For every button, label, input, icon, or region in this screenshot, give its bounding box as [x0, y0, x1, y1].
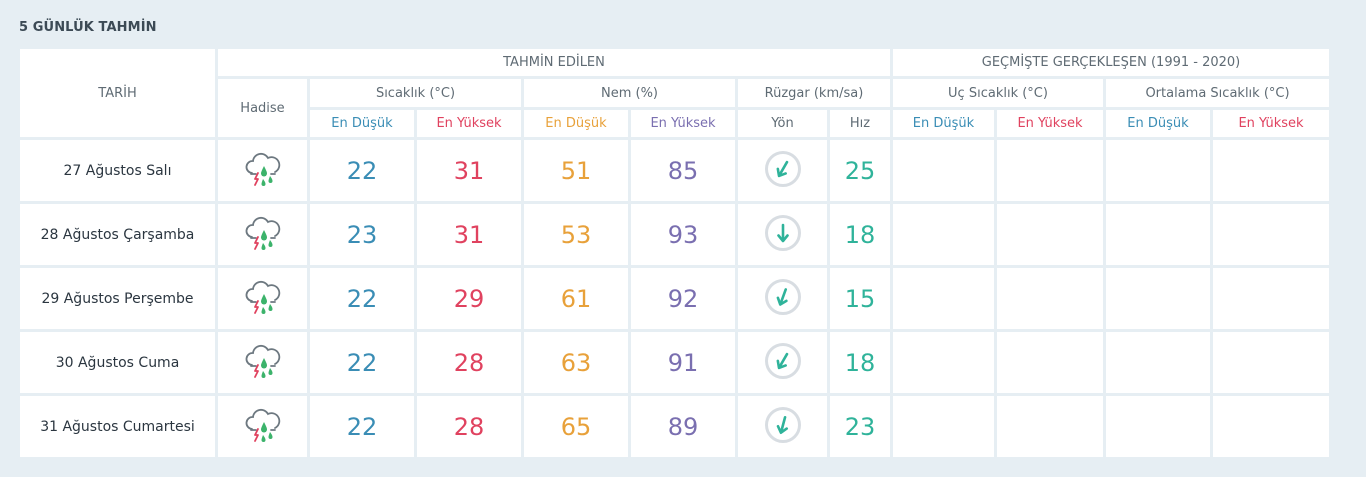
row-extreme-low — [893, 140, 994, 201]
subheader-wind-direction: Yön — [738, 110, 827, 137]
row-extreme-low — [893, 268, 994, 329]
header-wind: Rüzgar (km/sa) — [738, 79, 890, 107]
wind-direction-icon — [764, 278, 801, 315]
row-temp-low: 22 — [310, 140, 414, 201]
forecast-table: TARİH TAHMİN EDİLEN GEÇMİŞTE GERÇEKLEŞEN… — [17, 46, 1332, 460]
row-temp-high: 28 — [417, 396, 521, 457]
subheader-humidity-low: En Düşük — [524, 110, 628, 137]
table-row: 27 Ağustos Salı 22 31 51 85 — [20, 140, 1329, 201]
header-humidity: Nem (%) — [524, 79, 735, 107]
table-row: 30 Ağustos Cuma 22 28 63 91 — [20, 332, 1329, 393]
thunderstorm-rain-icon — [243, 277, 283, 317]
row-average-high — [1213, 204, 1329, 265]
row-event — [218, 396, 307, 457]
row-extreme-high — [997, 268, 1103, 329]
row-humidity-high: 93 — [631, 204, 735, 265]
row-wind-direction — [738, 140, 827, 201]
subheader-average-low: En Düşük — [1106, 110, 1210, 137]
section-title: 5 GÜNLÜK TAHMİN — [19, 20, 157, 35]
row-average-low — [1106, 396, 1210, 457]
row-wind-direction — [738, 268, 827, 329]
row-humidity-high: 92 — [631, 268, 735, 329]
row-temp-low: 22 — [310, 396, 414, 457]
row-event — [218, 204, 307, 265]
thunderstorm-rain-icon — [243, 405, 283, 445]
row-average-low — [1106, 332, 1210, 393]
thunderstorm-rain-icon — [243, 213, 283, 253]
row-temp-high: 31 — [417, 140, 521, 201]
table-row: 29 Ağustos Perşembe 22 29 61 92 — [20, 268, 1329, 329]
wind-direction-icon — [764, 342, 801, 379]
subheader-temp-high: En Yüksek — [417, 110, 521, 137]
row-event — [218, 140, 307, 201]
header-temperature: Sıcaklık (°C) — [310, 79, 521, 107]
row-wind-speed: 18 — [830, 332, 890, 393]
wind-direction-icon — [764, 214, 801, 251]
row-average-high — [1213, 140, 1329, 201]
row-humidity-low: 65 — [524, 396, 628, 457]
header-date: TARİH — [20, 49, 215, 137]
row-average-low — [1106, 140, 1210, 201]
row-average-low — [1106, 204, 1210, 265]
row-wind-speed: 18 — [830, 204, 890, 265]
row-extreme-high — [997, 140, 1103, 201]
subheader-humidity-high: En Yüksek — [631, 110, 735, 137]
row-event — [218, 332, 307, 393]
row-wind-speed: 25 — [830, 140, 890, 201]
subheader-average-high: En Yüksek — [1213, 110, 1329, 137]
row-date: 30 Ağustos Cuma — [20, 332, 215, 393]
row-temp-low: 22 — [310, 332, 414, 393]
row-average-high — [1213, 396, 1329, 457]
row-extreme-low — [893, 204, 994, 265]
subheader-extreme-low: En Düşük — [893, 110, 994, 137]
row-event — [218, 268, 307, 329]
row-humidity-low: 63 — [524, 332, 628, 393]
thunderstorm-rain-icon — [243, 149, 283, 189]
row-wind-speed: 15 — [830, 268, 890, 329]
row-humidity-low: 51 — [524, 140, 628, 201]
row-temp-high: 28 — [417, 332, 521, 393]
table-row: 28 Ağustos Çarşamba 23 31 53 93 — [20, 204, 1329, 265]
header-event: Hadise — [218, 79, 307, 137]
row-date: 29 Ağustos Perşembe — [20, 268, 215, 329]
row-wind-direction — [738, 332, 827, 393]
row-extreme-high — [997, 204, 1103, 265]
row-wind-direction — [738, 396, 827, 457]
row-temp-high: 31 — [417, 204, 521, 265]
row-humidity-low: 61 — [524, 268, 628, 329]
row-wind-speed: 23 — [830, 396, 890, 457]
wind-direction-icon — [764, 406, 801, 443]
row-humidity-high: 85 — [631, 140, 735, 201]
header-average-temperature: Ortalama Sıcaklık (°C) — [1106, 79, 1329, 107]
row-temp-low: 23 — [310, 204, 414, 265]
row-extreme-low — [893, 396, 994, 457]
header-historical: GEÇMİŞTE GERÇEKLEŞEN (1991 - 2020) — [893, 49, 1329, 76]
row-extreme-low — [893, 332, 994, 393]
header-forecast: TAHMİN EDİLEN — [218, 49, 890, 76]
subheader-wind-speed: Hız — [830, 110, 890, 137]
row-average-high — [1213, 332, 1329, 393]
row-wind-direction — [738, 204, 827, 265]
wind-direction-icon — [764, 150, 801, 187]
row-extreme-high — [997, 332, 1103, 393]
thunderstorm-rain-icon — [243, 341, 283, 381]
row-date: 28 Ağustos Çarşamba — [20, 204, 215, 265]
row-average-high — [1213, 268, 1329, 329]
row-humidity-high: 91 — [631, 332, 735, 393]
table-row: 31 Ağustos Cumartesi 22 28 65 89 — [20, 396, 1329, 457]
row-extreme-high — [997, 396, 1103, 457]
subheader-temp-low: En Düşük — [310, 110, 414, 137]
row-date: 27 Ağustos Salı — [20, 140, 215, 201]
row-humidity-low: 53 — [524, 204, 628, 265]
row-humidity-high: 89 — [631, 396, 735, 457]
row-date: 31 Ağustos Cumartesi — [20, 396, 215, 457]
row-average-low — [1106, 268, 1210, 329]
subheader-extreme-high: En Yüksek — [997, 110, 1103, 137]
row-temp-high: 29 — [417, 268, 521, 329]
row-temp-low: 22 — [310, 268, 414, 329]
header-extreme-temperature: Uç Sıcaklık (°C) — [893, 79, 1103, 107]
